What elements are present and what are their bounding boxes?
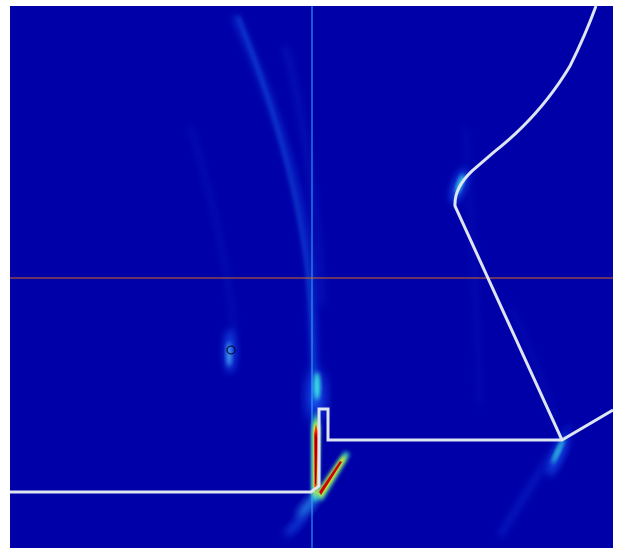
- secondary-wavefront: [283, 45, 324, 307]
- geometry-outline-right: [453, 6, 598, 441]
- main-hotspot: [284, 371, 350, 537]
- probe-marker-circle[interactable]: [226, 345, 236, 355]
- primary-wavefront-core: [237, 15, 316, 407]
- wavefront-arcs: [188, 14, 572, 538]
- probe-hotspot: [224, 329, 236, 373]
- corner-hotspot: [547, 435, 569, 477]
- tertiary-wavefront: [188, 125, 237, 337]
- right-wavefront: [463, 125, 482, 407]
- ultrasound-heatmap-plot[interactable]: [10, 6, 613, 548]
- geometry-outline-lower: [10, 407, 613, 494]
- right-lower-wavefront: [508, 305, 557, 427]
